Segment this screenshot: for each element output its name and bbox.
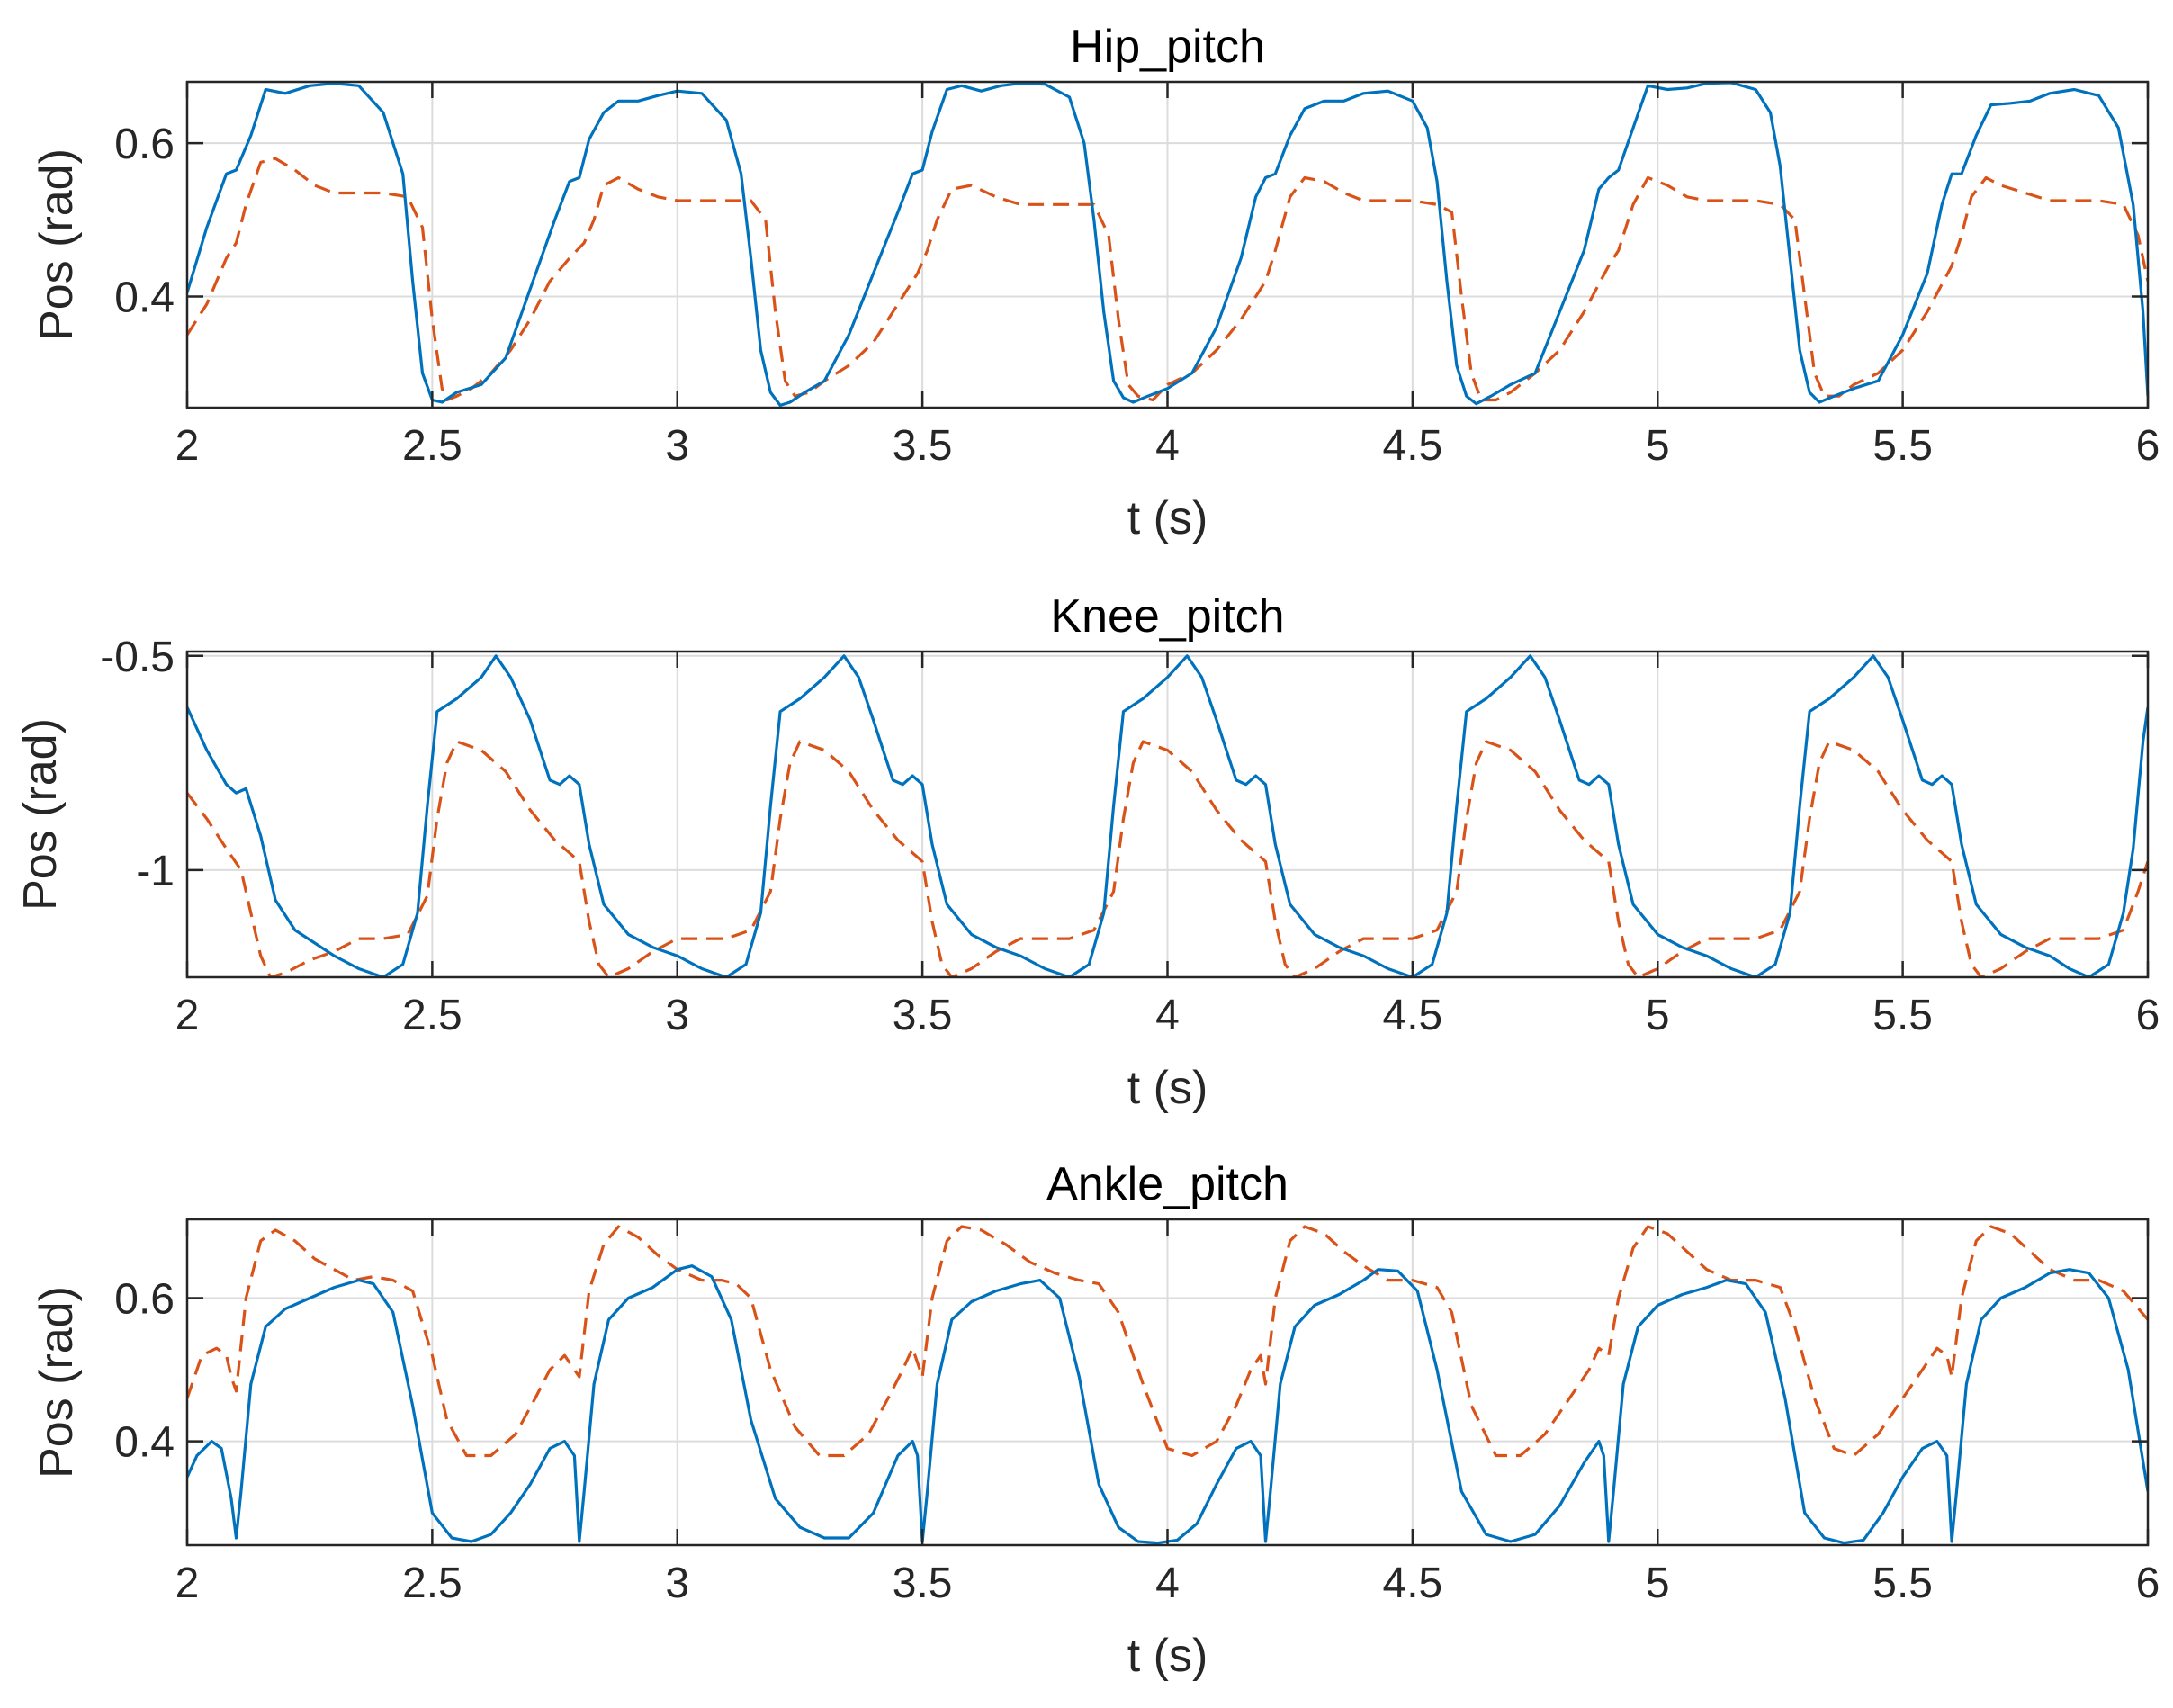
chart-title: Knee_pitch <box>1050 590 1284 643</box>
x-tick-label: 4 <box>1155 1560 1180 1607</box>
x-tick-label: 5.5 <box>1872 422 1933 470</box>
x-tick-label: 4 <box>1155 992 1180 1039</box>
x-tick-label: 3.5 <box>893 1560 953 1607</box>
x-tick-label: 3.5 <box>893 992 953 1039</box>
reference-line-series <box>187 157 2148 402</box>
x-tick-label: 3 <box>665 422 689 470</box>
reference-line-series <box>187 740 2148 977</box>
x-tick-label: 2.5 <box>402 992 462 1039</box>
measured-line-series <box>187 1264 2148 1545</box>
y-axis-label: Pos (rad) <box>31 1286 83 1479</box>
grid <box>186 1219 2149 1545</box>
y-tick-label: -0.5 <box>100 634 175 681</box>
x-axis-label: t (s) <box>1127 1062 1208 1114</box>
x-tick-label: 4.5 <box>1383 992 1443 1039</box>
x-tick-label: 2 <box>175 422 200 470</box>
x-tick-label: 6 <box>2136 422 2160 470</box>
x-tick-label: 2 <box>175 992 200 1039</box>
x-tick-label: 3 <box>665 1560 689 1607</box>
chart-title: Ankle_pitch <box>1046 1158 1289 1210</box>
x-tick-label: 2.5 <box>402 422 462 470</box>
x-tick-label: 4 <box>1155 422 1180 470</box>
y-tick-label: 0.6 <box>114 121 175 168</box>
chart-title: Hip_pitch <box>1070 21 1265 73</box>
reference-line-series <box>187 1225 2148 1458</box>
x-tick-label: 2 <box>175 1560 200 1607</box>
x-tick-label: 4.5 <box>1383 422 1443 470</box>
y-tick-label: 0.4 <box>114 274 175 321</box>
y-axis-label: Pos (rad) <box>31 148 83 341</box>
y-tick-label: 0.4 <box>114 1419 175 1467</box>
x-tick-label: 5 <box>1646 1560 1670 1607</box>
x-tick-label: 6 <box>2136 1560 2160 1607</box>
measured-line-series <box>187 654 2148 977</box>
x-axis-label: t (s) <box>1127 1630 1208 1682</box>
x-tick-label: 5.5 <box>1872 1560 1933 1607</box>
x-tick-label: 6 <box>2136 992 2160 1039</box>
x-tick-label: 4.5 <box>1383 1560 1443 1607</box>
y-tick-label: -1 <box>136 848 175 895</box>
y-tick-label: 0.6 <box>114 1276 175 1324</box>
x-tick-label: 2.5 <box>402 1560 462 1607</box>
x-tick-label: 5 <box>1646 422 1670 470</box>
measured-line-series <box>187 82 2148 407</box>
x-tick-label: 3 <box>665 992 689 1039</box>
y-axis-label: Pos (rad) <box>14 718 67 911</box>
x-axis-label: t (s) <box>1127 492 1208 544</box>
x-tick-label: 5 <box>1646 992 1670 1039</box>
x-tick-label: 5.5 <box>1872 992 1933 1039</box>
x-tick-label: 3.5 <box>893 422 953 470</box>
